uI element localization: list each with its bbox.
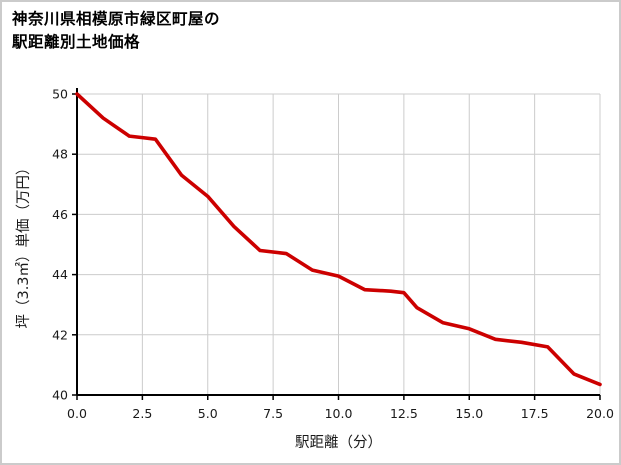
y-tick-label: 40	[52, 388, 68, 403]
chart-title-line2: 駅距離別土地価格	[12, 33, 141, 52]
x-tick-label: 10.0	[325, 406, 353, 421]
x-tick-label: 12.5	[390, 406, 418, 421]
y-tick-label: 46	[52, 207, 68, 222]
y-tick-label: 44	[52, 267, 68, 282]
x-tick-label: 5.0	[198, 406, 218, 421]
y-axis-label: 坪（3.3㎡）単価（万円）	[15, 160, 32, 328]
x-tick-label: 7.5	[263, 406, 283, 421]
y-tick-label: 42	[52, 327, 68, 342]
x-tick-label: 2.5	[132, 406, 152, 421]
x-tick-label: 15.0	[455, 406, 483, 421]
x-tick-label: 17.5	[521, 406, 549, 421]
chart-title: 神奈川県相模原市緑区町屋の 駅距離別土地価格	[12, 8, 220, 55]
y-tick-label: 50	[52, 87, 68, 102]
chart-title-line1: 神奈川県相模原市緑区町屋の	[12, 10, 221, 28]
x-axis-label: 駅距離（分）	[295, 433, 382, 451]
x-tick-label: 20.0	[586, 406, 614, 421]
x-tick-label: 0.0	[67, 406, 87, 421]
price-line	[75, 92, 602, 387]
y-tick-label: 48	[52, 147, 68, 162]
